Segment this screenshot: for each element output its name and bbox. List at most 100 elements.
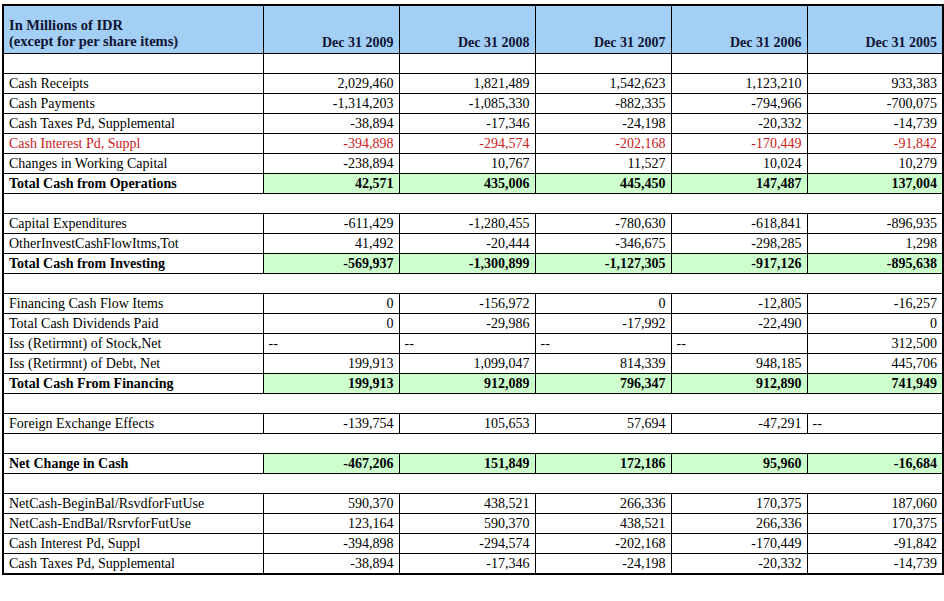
value-cell: -294,574: [399, 134, 535, 154]
value-cell: -346,675: [535, 234, 671, 254]
table-row: Cash Interest Pd, Suppl-394,898-294,574-…: [3, 134, 943, 154]
table-row: Total Cash Dividends Paid0-29,986-17,992…: [3, 314, 943, 334]
value-cell: 10,767: [399, 154, 535, 174]
row-label: Foreign Exchange Effects: [3, 414, 263, 434]
empty-cell: [535, 54, 671, 74]
value-cell: 170,375: [671, 494, 807, 514]
value-cell: -882,335: [535, 94, 671, 114]
table-body: Cash Receipts2,029,4601,821,4891,542,623…: [3, 54, 943, 575]
spacer-row: [3, 194, 943, 214]
value-cell: 105,653: [399, 414, 535, 434]
value-cell: -38,894: [263, 554, 399, 575]
table-row: Capital Expenditures-611,429-1,280,455-7…: [3, 214, 943, 234]
value-cell: --: [807, 414, 943, 434]
table-row: Financing Cash Flow Items0-156,9720-12,8…: [3, 294, 943, 314]
table-title: In Millions of IDR (except for per share…: [3, 5, 263, 54]
row-label: Cash Interest Pd, Suppl: [3, 134, 263, 154]
value-cell: 199,913: [263, 374, 399, 394]
value-cell: 172,186: [535, 454, 671, 474]
value-cell: --: [263, 334, 399, 354]
value-cell: 151,849: [399, 454, 535, 474]
value-cell: -170,449: [671, 534, 807, 554]
row-label: Cash Taxes Pd, Supplemental: [3, 554, 263, 575]
value-cell: 266,336: [671, 514, 807, 534]
column-header-2009: Dec 31 2009: [263, 5, 399, 54]
table-row: Cash Interest Pd, Suppl-394,898-294,574-…: [3, 534, 943, 554]
value-cell: 590,370: [263, 494, 399, 514]
value-cell: -14,739: [807, 554, 943, 575]
table-row: Iss (Retirmnt) of Stock,Net--------312,5…: [3, 334, 943, 354]
value-cell: -238,894: [263, 154, 399, 174]
table-row: Net Change in Cash-467,206151,849172,186…: [3, 454, 943, 474]
value-cell: -91,842: [807, 134, 943, 154]
value-cell: 445,450: [535, 174, 671, 194]
table-row: Cash Payments-1,314,203-1,085,330-882,33…: [3, 94, 943, 114]
value-cell: -1,085,330: [399, 94, 535, 114]
section-spacer: [3, 434, 943, 454]
value-cell: -91,842: [807, 534, 943, 554]
value-cell: 0: [807, 314, 943, 334]
value-cell: 10,279: [807, 154, 943, 174]
value-cell: -618,841: [671, 214, 807, 234]
value-cell: 1,298: [807, 234, 943, 254]
table-row: Cash Taxes Pd, Supplemental-38,894-17,34…: [3, 554, 943, 575]
row-label: Total Cash from Investing: [3, 254, 263, 274]
financial-report: In Millions of IDR (except for per share…: [0, 0, 944, 575]
value-cell: -202,168: [535, 134, 671, 154]
value-cell: 170,375: [807, 514, 943, 534]
value-cell: -569,937: [263, 254, 399, 274]
value-cell: -17,992: [535, 314, 671, 334]
row-label: Iss (Retirmnt) of Debt, Net: [3, 354, 263, 374]
section-spacer: [3, 474, 943, 494]
table-row: Total Cash From Financing199,913912,0897…: [3, 374, 943, 394]
value-cell: -17,346: [399, 114, 535, 134]
table-row: NetCash-EndBal/RsrvforFutUse123,164590,3…: [3, 514, 943, 534]
table-row: Cash Receipts2,029,4601,821,4891,542,623…: [3, 74, 943, 94]
row-label: OtherInvestCashFlowItms,Tot: [3, 234, 263, 254]
value-cell: 2,029,460: [263, 74, 399, 94]
value-cell: -202,168: [535, 534, 671, 554]
value-cell: --: [535, 334, 671, 354]
value-cell: -17,346: [399, 554, 535, 575]
table-row: NetCash-BeginBal/RsvdforFutUse590,370438…: [3, 494, 943, 514]
section-spacer: [3, 274, 943, 294]
value-cell: 41,492: [263, 234, 399, 254]
value-cell: -170,449: [671, 134, 807, 154]
value-cell: -156,972: [399, 294, 535, 314]
value-cell: -394,898: [263, 134, 399, 154]
value-cell: -24,198: [535, 554, 671, 575]
value-cell: 0: [535, 294, 671, 314]
section-spacer: [3, 394, 943, 414]
table-row: Iss (Retirmnt) of Debt, Net199,9131,099,…: [3, 354, 943, 374]
value-cell: 123,164: [263, 514, 399, 534]
value-cell: -16,257: [807, 294, 943, 314]
value-cell: -22,490: [671, 314, 807, 334]
table-row: Cash Taxes Pd, Supplemental-38,894-17,34…: [3, 114, 943, 134]
value-cell: -16,684: [807, 454, 943, 474]
value-cell: 95,960: [671, 454, 807, 474]
value-cell: 137,004: [807, 174, 943, 194]
value-cell: -1,314,203: [263, 94, 399, 114]
row-label: Total Cash From Financing: [3, 374, 263, 394]
value-cell: 147,487: [671, 174, 807, 194]
row-label: Financing Cash Flow Items: [3, 294, 263, 314]
value-cell: --: [671, 334, 807, 354]
column-header-2005: Dec 31 2005: [807, 5, 943, 54]
value-cell: -394,898: [263, 534, 399, 554]
row-label: Total Cash Dividends Paid: [3, 314, 263, 334]
value-cell: -1,127,305: [535, 254, 671, 274]
column-header-2006: Dec 31 2006: [671, 5, 807, 54]
value-cell: 438,521: [399, 494, 535, 514]
table-row: Changes in Working Capital-238,89410,767…: [3, 154, 943, 174]
value-cell: 57,694: [535, 414, 671, 434]
table-row: OtherInvestCashFlowItms,Tot41,492-20,444…: [3, 234, 943, 254]
value-cell: 438,521: [535, 514, 671, 534]
value-cell: -895,638: [807, 254, 943, 274]
table-title-line-1: In Millions of IDR: [9, 18, 258, 34]
cash-flow-table: In Millions of IDR (except for per share…: [2, 4, 944, 575]
table-title-line-2: (except for per share items): [9, 34, 258, 50]
value-cell: -14,739: [807, 114, 943, 134]
value-cell: -611,429: [263, 214, 399, 234]
row-label: Total Cash from Operations: [3, 174, 263, 194]
value-cell: 1,821,489: [399, 74, 535, 94]
